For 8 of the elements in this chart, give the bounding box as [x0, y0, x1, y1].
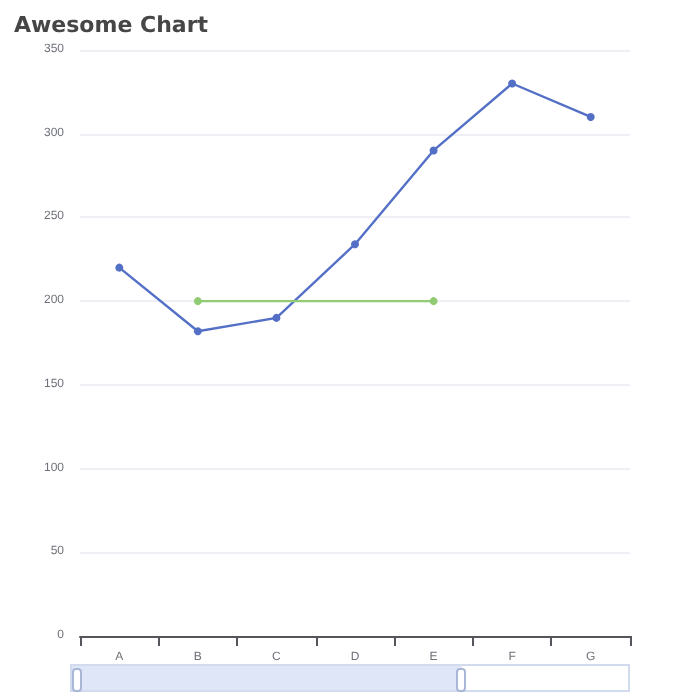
point	[115, 263, 124, 272]
point	[429, 146, 438, 155]
point	[351, 240, 359, 249]
point	[508, 79, 517, 88]
point	[586, 112, 595, 121]
point	[272, 313, 281, 322]
chart-title: Awesome Chart	[14, 12, 209, 38]
point	[193, 327, 202, 336]
